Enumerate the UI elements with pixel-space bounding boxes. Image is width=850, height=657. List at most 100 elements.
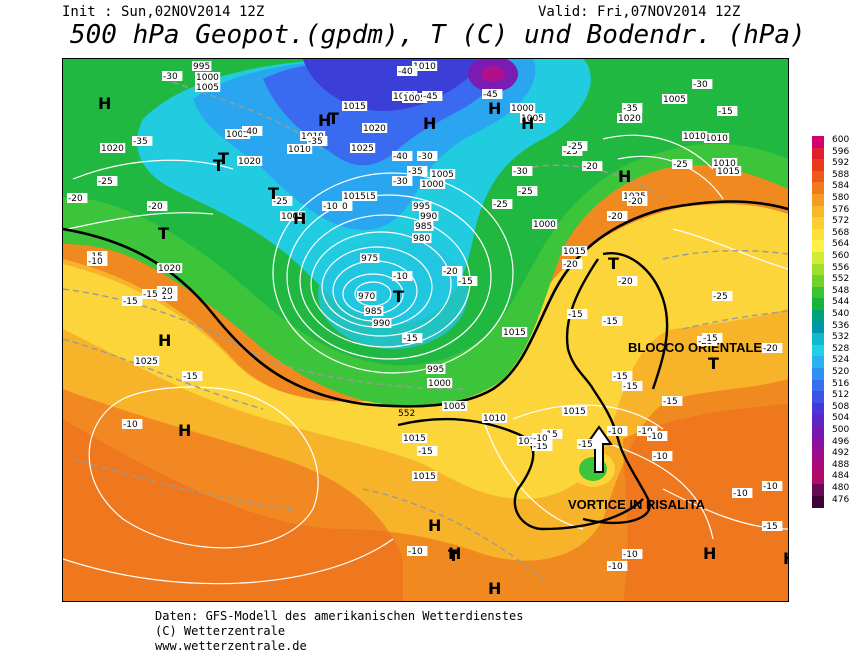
legend-swatch [812, 472, 824, 485]
pressure-label-bg [412, 201, 432, 211]
high-pressure-mark: H [423, 114, 436, 133]
pressure-label-bg [420, 179, 446, 189]
pressure-label: 990 [420, 212, 437, 222]
pressure-label-bg [157, 263, 183, 273]
pressure-label-bg [426, 364, 446, 374]
pressure-label: 1020 [158, 264, 181, 274]
temp-label-bg [622, 381, 643, 391]
temperature-label: -20 [443, 267, 458, 277]
low-pressure-mark: T [393, 287, 404, 306]
temp-label-bg [622, 549, 643, 559]
legend-value: 556 [832, 262, 850, 273]
init-time: Init : Sun,02NOV2014 12Z [62, 4, 265, 20]
legend-value: 500 [832, 425, 850, 435]
temp-label-bg [517, 186, 538, 196]
temp-label-bg [392, 271, 413, 281]
legend-swatch [812, 402, 824, 415]
map-canvas: 552 BLOCCO ORIENTALE VORTICE IN RISALITA… [63, 59, 788, 601]
pressure-label: 1000 [428, 379, 451, 389]
temp-label-bg [652, 451, 673, 461]
pressure-label-bg [364, 306, 384, 316]
pressure-label-bg [350, 143, 376, 153]
legend-swatch [812, 344, 824, 357]
low-pressure-mark: T [608, 254, 619, 273]
temp-label-bg [392, 151, 413, 161]
temp-label-bg [417, 151, 438, 161]
temperature-label: -10 [323, 202, 338, 212]
pressure-label-bg [357, 291, 377, 301]
pressure-label: 1005 [196, 83, 219, 93]
temperature-label: -20 [608, 212, 623, 222]
temp-label-bg [97, 176, 118, 186]
temp-label-bg [607, 561, 628, 571]
temp-label-bg [562, 259, 583, 269]
legend-swatch [812, 333, 824, 346]
color-legend: 600 596 592 588 584 580 576 572 568 564 560 556 552 5… [812, 136, 849, 508]
pressure-label: 1010 [518, 437, 541, 447]
blocco-outline-east [602, 252, 669, 390]
pressure-label-bg [287, 144, 313, 154]
temp-label-bg [142, 289, 163, 299]
high-pressure-mark: H [318, 111, 331, 130]
temp-label-bg [122, 419, 143, 429]
temp-label-bg [577, 439, 598, 449]
temp-label-bg [567, 309, 588, 319]
pressure-label-bg [520, 113, 546, 123]
temp-label-bg [607, 426, 628, 436]
contour-552-line [63, 200, 788, 408]
temp-label-bg [272, 196, 293, 206]
deep-blue-zone [303, 59, 483, 111]
legend-value: 568 [832, 227, 850, 238]
pressure-label: 1015 [343, 192, 366, 202]
temp-label-bg [712, 291, 733, 301]
legend-value: 508 [832, 401, 850, 412]
legend-swatch [812, 240, 824, 253]
temp-label-bg [532, 433, 553, 443]
temp-label-bg [602, 316, 623, 326]
temperature-label: -10 [88, 257, 103, 267]
legend-swatch [812, 321, 824, 334]
legend-swatch [812, 263, 824, 276]
temp-label-bg [242, 126, 263, 136]
temp-label-bg [322, 201, 343, 211]
pressure-label: 1025 [135, 357, 158, 367]
temp-label-bg [87, 256, 108, 266]
legend-value: 588 [832, 169, 850, 180]
temperature-label: -35 [133, 137, 148, 147]
high-pressure-mark: H [783, 549, 788, 568]
pressure-label-bg [342, 191, 368, 201]
pressure-label-bg [412, 471, 438, 481]
pressure-label-bg [362, 123, 388, 133]
temp-label-bg [402, 333, 423, 343]
pressure-label-bg [100, 143, 126, 153]
temperature-label: -30 [163, 72, 178, 82]
pressure-label: 1000 [511, 104, 534, 114]
high-pressure-mark: H [158, 331, 171, 350]
pressure-label-bg [682, 131, 708, 141]
temp-label-bg [702, 333, 723, 343]
pressure-label: 995 [427, 365, 444, 375]
temperature-label: -10 [733, 489, 748, 499]
temperature-label: -15 [703, 334, 718, 344]
legend-value: 504 [832, 413, 850, 424]
temp-label-bg [392, 176, 413, 186]
pressure-label-bg [442, 401, 468, 411]
temperature-label: -15 [458, 277, 473, 287]
legend-swatch [812, 286, 824, 299]
legend-swatch [812, 147, 824, 160]
temp-label-bg [732, 488, 753, 498]
footer-url[interactable]: www.wetterzentrale.de [155, 639, 307, 653]
pressure-label-bg [427, 378, 453, 388]
temperature-label: -10 [763, 482, 778, 492]
legend-value: 484 [832, 471, 850, 482]
legend-value: 560 [832, 251, 850, 261]
legend-swatch [812, 310, 824, 323]
legend-swatch [812, 159, 824, 172]
pressure-label-bg [412, 61, 438, 71]
temperature-label: -20 [158, 287, 173, 297]
pressure-label-bg [342, 101, 368, 111]
legend-swatch [812, 228, 824, 241]
temperature-label: -10 [653, 452, 668, 462]
pressure-label: 985 [415, 222, 432, 232]
temp-label-bg [492, 199, 513, 209]
